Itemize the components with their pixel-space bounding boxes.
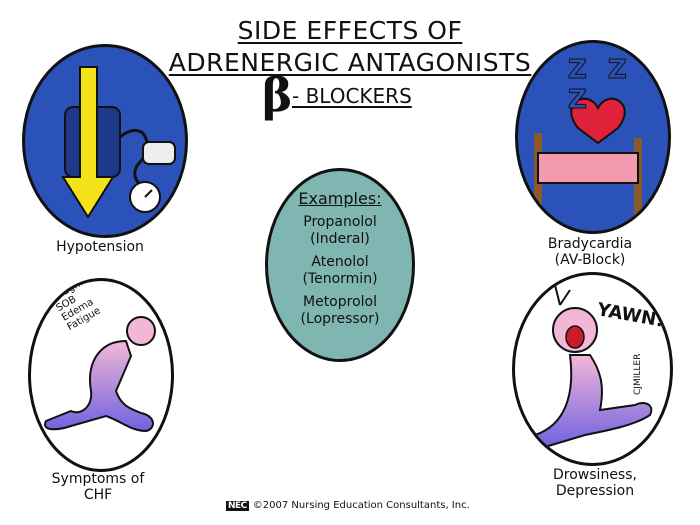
sleep-zzz: Z Z Z <box>568 55 633 116</box>
drug-item: Atenolol (Tenormin) <box>268 254 412 288</box>
bradycardia-caption: Bradycardia (AV-Block) <box>530 236 650 268</box>
drug-brand: (Lopressor) <box>300 311 380 327</box>
blockers-label: - BLOCKERS <box>292 84 412 108</box>
coughing-figure-icon <box>44 316 156 433</box>
examples-heading: Examples: <box>298 189 382 208</box>
title-line-2: ADRENERGIC ANTAGONISTS <box>168 48 532 77</box>
bradycardia-caption-line2: (AV-Block) <box>554 252 626 268</box>
hypotension-caption: Hypotension <box>56 239 144 255</box>
hypotension-illustration <box>22 44 188 238</box>
drug-brand: (Inderal) <box>310 231 370 247</box>
bradycardia-caption-line1: Bradycardia <box>547 236 633 252</box>
nec-logo: NEC <box>226 501 249 511</box>
examples-panel: Examples: Propanolol (Inderal) Atenolol … <box>265 168 415 362</box>
chf-caption-line2: CHF <box>83 487 113 503</box>
beta-symbol: β <box>262 68 293 122</box>
copyright-footer: NEC ©2007 Nursing Education Consultants, … <box>226 500 470 511</box>
chf-caption: Symptoms of CHF <box>38 471 158 503</box>
chf-caption-line1: Symptoms of <box>51 471 145 487</box>
copyright-text: ©2007 Nursing Education Consultants, Inc… <box>252 500 470 511</box>
drowsiness-caption-line2: Depression <box>555 483 635 499</box>
drowsiness-caption-line1: Drowsiness, <box>553 467 637 483</box>
artist-signature: CJMILLER <box>633 353 643 395</box>
drug-item: Metoprolol (Lopressor) <box>268 294 412 328</box>
yawning-figure-icon <box>527 284 653 449</box>
drug-brand: (Tenormin) <box>302 271 378 287</box>
drug-name: Atenolol <box>311 254 369 270</box>
drug-name: Propanolol <box>303 214 377 230</box>
title-line-1: SIDE EFFECTS OF <box>237 16 463 45</box>
bed-heart-icon <box>534 97 642 218</box>
bradycardia-illustration: Z Z Z <box>515 40 671 234</box>
drowsiness-caption: Drowsiness, Depression <box>535 467 655 499</box>
drug-item: Propanolol (Inderal) <box>268 214 412 248</box>
drowsiness-illustration: YAWN! CJMILLER <box>512 272 673 466</box>
blood-pressure-cuff-icon <box>61 66 176 219</box>
drug-name: Metoprolol <box>303 294 377 310</box>
chf-illustration: Coughing SOB Edema Fatigue <box>28 278 174 472</box>
